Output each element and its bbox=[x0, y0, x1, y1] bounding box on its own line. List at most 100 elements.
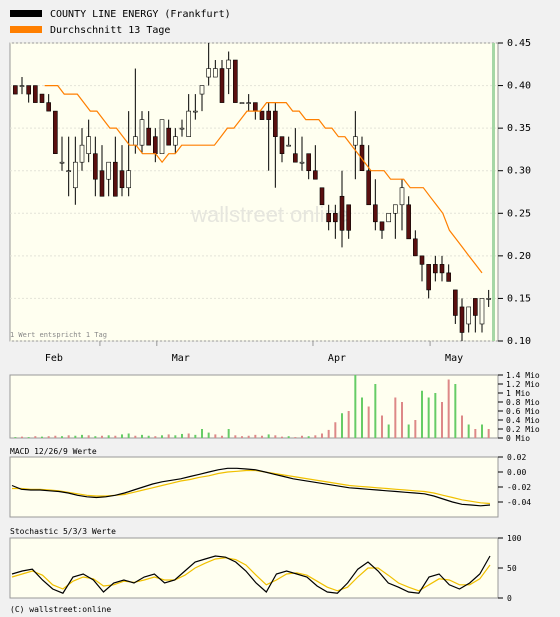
candle-body bbox=[366, 170, 371, 206]
candle-body bbox=[346, 204, 351, 231]
candle-body bbox=[413, 238, 418, 257]
volume-bar bbox=[354, 375, 357, 438]
volume-tick-label: 0.4 Mio bbox=[506, 416, 540, 425]
axis-tick-label: -0.04 bbox=[507, 498, 531, 507]
volume-bar bbox=[154, 436, 157, 438]
candle-body bbox=[359, 144, 365, 172]
volume-bar bbox=[214, 434, 217, 438]
volume-bar bbox=[394, 397, 397, 438]
volume-tick-label: 1.4 Mio bbox=[506, 371, 540, 380]
volume-bars bbox=[14, 375, 490, 438]
volume-bar bbox=[167, 434, 170, 438]
candle-body bbox=[319, 187, 325, 206]
volume-bar bbox=[21, 436, 23, 438]
volume-bar bbox=[47, 436, 50, 438]
candle-body bbox=[226, 59, 231, 69]
candle-body bbox=[353, 136, 358, 146]
volume-bar bbox=[27, 437, 30, 438]
volume-bar bbox=[107, 435, 110, 438]
candle-body bbox=[299, 161, 305, 164]
candle-body bbox=[479, 298, 485, 325]
volume-bar bbox=[161, 435, 163, 438]
candle-body bbox=[79, 144, 85, 163]
axis-tick-label: 0.02 bbox=[507, 453, 526, 462]
volume-tick-label: 0.6 Mio bbox=[506, 407, 540, 416]
candle-body bbox=[173, 136, 178, 146]
volume-bar bbox=[201, 429, 203, 438]
candle-body bbox=[313, 170, 318, 180]
volume-bar bbox=[361, 397, 363, 438]
candle-body bbox=[339, 195, 345, 231]
candle-body bbox=[293, 153, 298, 163]
candle-body bbox=[99, 170, 105, 197]
volume-tick-label: 1 Mio bbox=[506, 389, 530, 398]
candle-body bbox=[246, 102, 251, 104]
axis-tick-label: 0.00 bbox=[507, 468, 526, 477]
stochastic-y-axis: 100 50 0 bbox=[498, 534, 522, 603]
legend-label-average: Durchschnitt 13 Tage bbox=[50, 25, 170, 36]
price-panel bbox=[9, 42, 499, 342]
volume-tick-label: 0.2 Mio bbox=[506, 425, 540, 434]
volume-bar bbox=[447, 379, 450, 438]
volume-bar bbox=[367, 406, 370, 438]
axis-tick-label: -0.02 bbox=[507, 483, 531, 492]
candle-body bbox=[13, 85, 18, 95]
candle-body bbox=[466, 306, 471, 325]
volume-bar bbox=[427, 397, 430, 438]
volume-bar bbox=[174, 435, 177, 438]
candle-body bbox=[73, 161, 78, 189]
volume-bar bbox=[434, 393, 437, 438]
volume-bar bbox=[461, 415, 463, 438]
volume-bar bbox=[301, 435, 303, 438]
volume-bar bbox=[281, 436, 283, 438]
candle-body bbox=[199, 85, 205, 95]
month-label: Feb bbox=[45, 353, 63, 364]
volume-bar bbox=[341, 413, 343, 438]
volume-bar bbox=[221, 435, 223, 438]
candle-body bbox=[426, 264, 431, 291]
month-axis: Feb Mar Apr May bbox=[45, 341, 463, 364]
volume-bar bbox=[134, 435, 137, 438]
price-tick-label: 0.45 bbox=[507, 38, 531, 49]
volume-panel bbox=[9, 374, 499, 439]
candle-body bbox=[146, 127, 151, 146]
price-tick-label: 0.35 bbox=[507, 123, 531, 134]
candle-body bbox=[259, 110, 265, 120]
candle-body bbox=[106, 161, 111, 180]
candle-body bbox=[33, 85, 38, 103]
candle-body bbox=[486, 298, 491, 300]
volume-bar bbox=[407, 424, 410, 438]
volume-bar bbox=[327, 429, 330, 438]
volume-bar bbox=[81, 434, 83, 438]
candle-body bbox=[59, 161, 65, 164]
volume-bar bbox=[401, 402, 403, 438]
scrollbar[interactable] bbox=[492, 43, 495, 341]
volume-tick-label: 0 Mio bbox=[506, 434, 530, 443]
candle-body bbox=[333, 212, 338, 223]
volume-bar bbox=[267, 434, 270, 438]
volume-bar bbox=[74, 435, 77, 438]
candle-body bbox=[433, 264, 438, 274]
candle-body bbox=[46, 102, 51, 112]
candle-body bbox=[386, 212, 391, 223]
volume-bar bbox=[87, 435, 90, 438]
volume-bar bbox=[307, 436, 310, 438]
candle-body bbox=[473, 298, 478, 316]
candle-body bbox=[253, 102, 258, 112]
volume-bar bbox=[34, 436, 37, 438]
volume-bar bbox=[101, 435, 103, 438]
candle-body bbox=[446, 272, 451, 282]
volume-bar bbox=[121, 434, 123, 438]
volume-bar bbox=[421, 390, 423, 438]
volume-bar bbox=[474, 429, 477, 438]
candle-body bbox=[86, 136, 91, 154]
candle-body bbox=[66, 170, 71, 173]
candle-body bbox=[286, 144, 291, 147]
candle-body bbox=[119, 170, 125, 189]
candle-body bbox=[439, 264, 445, 274]
macd-title: MACD 12/26/9 Werte bbox=[10, 447, 97, 456]
volume-bar bbox=[274, 435, 277, 438]
volume-bar bbox=[61, 436, 63, 438]
candle-body bbox=[166, 127, 171, 146]
